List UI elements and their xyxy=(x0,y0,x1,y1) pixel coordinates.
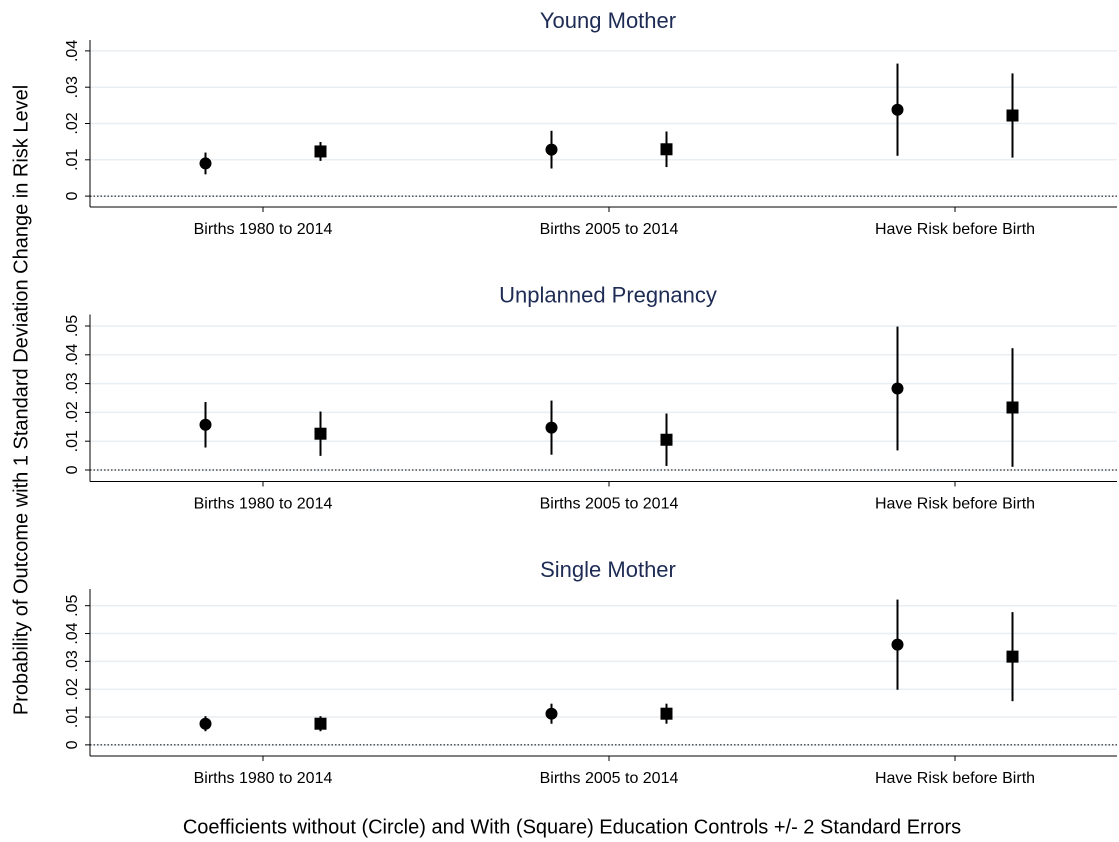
y-tick-label: .05 xyxy=(64,315,81,337)
marker-circle xyxy=(891,103,904,116)
chart-title: Young Mother xyxy=(540,8,676,33)
y-tick-label: .05 xyxy=(64,594,81,616)
marker-square xyxy=(1006,650,1019,663)
marker-circle xyxy=(545,143,558,156)
y-tick-label: .04 xyxy=(64,344,81,366)
marker-square xyxy=(1006,401,1019,414)
marker-circle xyxy=(545,707,558,720)
marker-square xyxy=(660,143,673,156)
y-tick-label: .03 xyxy=(64,76,81,98)
x-tick-label: Births 1980 to 2014 xyxy=(194,496,333,513)
y-tick-label: .04 xyxy=(64,40,81,62)
x-axis-label: Coefficients without (Circle) and With (… xyxy=(183,816,961,838)
x-tick-label: Have Risk before Birth xyxy=(875,496,1035,513)
y-tick-label: 0 xyxy=(64,740,81,749)
x-tick-label: Births 2005 to 2014 xyxy=(540,770,679,787)
marker-circle xyxy=(199,157,212,170)
chart-title: Unplanned Pregnancy xyxy=(499,282,717,307)
y-tick-label: .02 xyxy=(64,401,81,423)
marker-square xyxy=(660,433,673,446)
y-tick-label: .04 xyxy=(64,622,81,644)
chart-title: Single Mother xyxy=(540,557,676,582)
marker-circle xyxy=(545,421,558,434)
y-tick-label: .03 xyxy=(64,650,81,672)
y-tick-label: .01 xyxy=(64,149,81,171)
x-tick-label: Have Risk before Birth xyxy=(875,221,1035,238)
marker-square xyxy=(314,717,327,730)
marker-square xyxy=(314,427,327,440)
y-axis-label: Probability of Outcome with 1 Standard D… xyxy=(10,85,32,715)
y-tick-label: .01 xyxy=(64,706,81,728)
marker-circle xyxy=(891,382,904,395)
marker-square xyxy=(660,707,673,720)
y-tick-label: 0 xyxy=(64,192,81,201)
y-tick-label: 0 xyxy=(64,465,81,474)
y-tick-label: .03 xyxy=(64,372,81,394)
x-tick-label: Births 2005 to 2014 xyxy=(540,221,679,238)
x-tick-label: Have Risk before Birth xyxy=(875,770,1035,787)
x-tick-label: Births 2005 to 2014 xyxy=(540,496,679,513)
marker-circle xyxy=(199,418,212,431)
marker-square xyxy=(314,145,327,158)
y-tick-label: .02 xyxy=(64,678,81,700)
y-tick-label: .01 xyxy=(64,430,81,452)
x-tick-label: Births 1980 to 2014 xyxy=(194,221,333,238)
marker-circle xyxy=(199,717,212,730)
x-tick-label: Births 1980 to 2014 xyxy=(194,770,333,787)
marker-square xyxy=(1006,109,1019,122)
marker-circle xyxy=(891,638,904,651)
y-tick-label: .02 xyxy=(64,112,81,134)
